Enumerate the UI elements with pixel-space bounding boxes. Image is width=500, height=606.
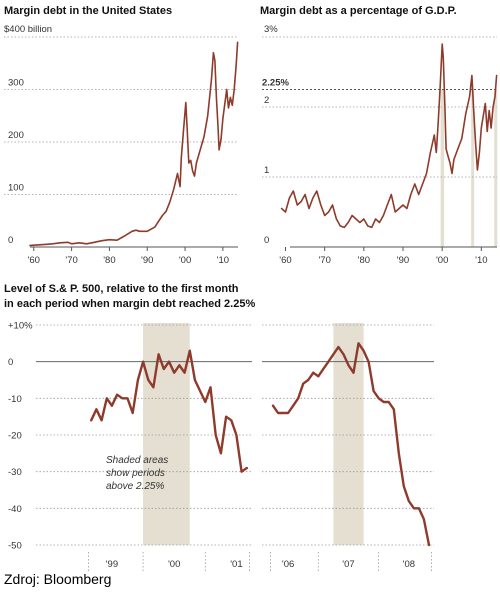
panel-sp500-1999: +10% 0 -10 -20 -30 -40 -50 '99 '00 '01 Shaded are… <box>8 321 252 572</box>
y-tick-label: 200 <box>8 130 24 141</box>
x-tick-label: '99 <box>106 559 118 570</box>
y-top-label: 3% <box>264 24 278 35</box>
x-tick-label: '10 <box>217 255 229 266</box>
x-tick-label: '90 <box>141 255 153 266</box>
y-tick-label: 300 <box>8 78 24 89</box>
series-line <box>29 41 239 247</box>
panel-margin-debt-gdp: Margin debt as a percentage of G.D.P. 0 1… <box>260 5 498 266</box>
source-label: Zdroj: Bloomberg <box>4 571 111 587</box>
y-tick-label: 0 <box>8 357 13 368</box>
y-tick-label: 1 <box>264 165 269 176</box>
y-tick-label: 2 <box>264 95 269 106</box>
x-tick-label: '06 <box>282 559 294 570</box>
shaded-period <box>471 89 475 247</box>
y-top-label: $400 billion <box>4 24 52 35</box>
x-tick-label: '70 <box>65 255 77 266</box>
x-tick-label: '70 <box>318 255 330 266</box>
y-tick-label: -40 <box>8 504 22 515</box>
panel-margin-debt: Margin debt in the United States 0 100 200… <box>4 5 239 266</box>
shaded-period <box>440 89 445 247</box>
y-tick-label: -30 <box>8 467 22 478</box>
y-tick-label: 0 <box>8 235 13 246</box>
panel-sp500-2007: '06 '07 '08 <box>262 323 434 572</box>
x-tick-label: '07 <box>342 559 354 570</box>
x-tick-label: '60 <box>279 255 291 266</box>
x-tick-label: '90 <box>397 255 409 266</box>
chart-title: Margin debt in the United States <box>4 5 172 17</box>
x-tick-label: '01 <box>230 559 242 570</box>
x-tick-label: '10 <box>475 255 487 266</box>
series-line <box>90 349 248 473</box>
x-tick-label: '08 <box>403 559 415 570</box>
series-line <box>271 342 431 547</box>
series-line <box>280 43 498 229</box>
x-tick-label: '00 <box>436 255 448 266</box>
annotation: Shaded areas show periods above 2.25% <box>106 455 171 492</box>
y-tick-label: -20 <box>8 431 22 442</box>
x-tick-label: '60 <box>28 255 40 266</box>
y-tick-label: 0 <box>264 235 269 246</box>
chart-title: Margin debt as a percentage of G.D.P. <box>260 5 457 17</box>
reference-label: 2.25% <box>262 78 289 89</box>
x-tick-label: '80 <box>103 255 115 266</box>
y-tick-label: -50 <box>8 541 22 552</box>
shaded-period <box>333 323 364 545</box>
x-tick-label: '00 <box>168 559 180 570</box>
x-tick-label: '80 <box>358 255 370 266</box>
y-tick-label: +10% <box>8 321 33 332</box>
chart-title: Level of S.& P. 500, relative to the fir… <box>4 283 255 310</box>
y-tick-label: -10 <box>8 394 22 405</box>
y-tick-label: 100 <box>8 183 24 194</box>
shaded-period <box>143 323 190 545</box>
shaded-period <box>494 89 498 247</box>
x-tick-label: '00 <box>179 255 191 266</box>
